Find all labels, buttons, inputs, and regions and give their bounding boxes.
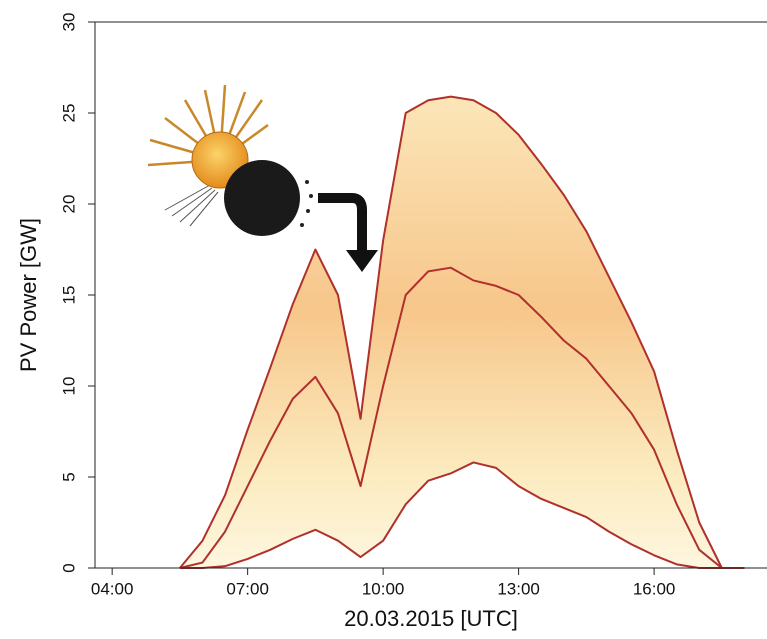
series-line <box>179 461 745 569</box>
y-tick-label: 20 <box>59 195 78 214</box>
ensemble-band <box>179 96 745 569</box>
x-tick-label: 07:00 <box>226 579 269 598</box>
series-line <box>179 95 745 569</box>
y-tick-label: 25 <box>59 104 78 123</box>
y-tick-label: 30 <box>59 13 78 32</box>
sun-icon <box>147 84 378 272</box>
plot-area <box>179 95 745 569</box>
x-tick-label: 13:00 <box>497 579 540 598</box>
y-tick-label: 15 <box>59 286 78 305</box>
y-tick-label: 10 <box>59 377 78 396</box>
y-axis-label: PV Power [GW] <box>16 218 41 372</box>
x-tick-label: 10:00 <box>362 579 405 598</box>
y-tick-label: 5 <box>59 472 78 481</box>
x-tick-label: 04:00 <box>91 579 134 598</box>
x-axis-label: 20.03.2015 [UTC] <box>344 606 518 631</box>
series-line <box>179 266 745 569</box>
y-tick-label: 0 <box>59 563 78 572</box>
x-tick-label: 16:00 <box>633 579 676 598</box>
